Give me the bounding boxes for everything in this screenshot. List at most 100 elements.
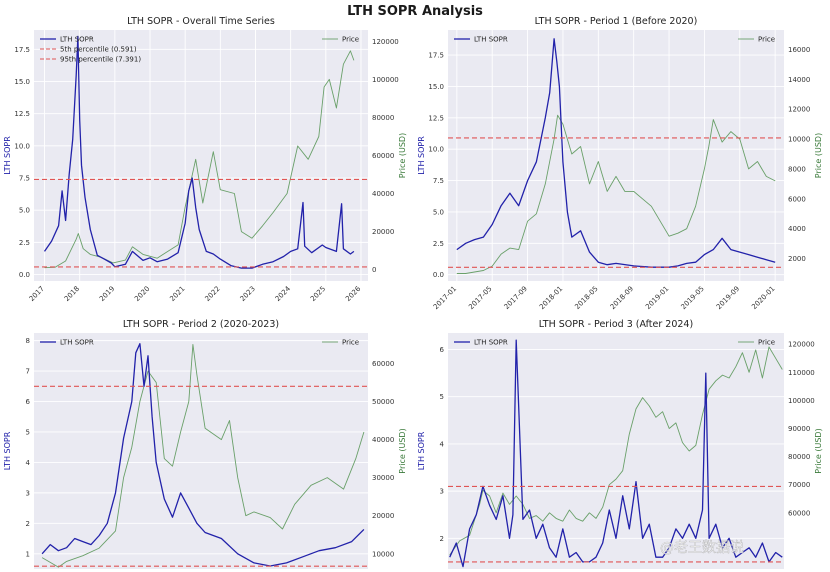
y-right-tick-label: 70000 xyxy=(788,481,810,489)
y-tick-label: 4 xyxy=(440,440,445,448)
chart-period3: LTH SOPR - Period 3 (After 2024) 2 3 4 5 6 600… xyxy=(417,319,823,569)
price-line xyxy=(449,346,783,556)
y-axis-label: LTH SOPR xyxy=(3,431,12,470)
y-tick-label: 2.5 xyxy=(433,240,444,248)
y-tick-label: 6 xyxy=(440,346,445,354)
chart-title: LTH SOPR - Period 2 (2020-2023) xyxy=(123,319,279,330)
series-group xyxy=(448,339,784,568)
y-axis-label: LTH SOPR xyxy=(417,136,426,175)
y-axis-label: LTH SOPR xyxy=(3,136,12,175)
series-group xyxy=(34,35,368,269)
y-right-tick-label: 60000 xyxy=(788,509,810,517)
y-tick-label: 15.0 xyxy=(428,83,444,91)
y-tick-label: 5 xyxy=(440,393,444,401)
chart-overall: LTH SOPR - Overall Time Series 0.0 2.5 5.0 7… xyxy=(3,16,407,303)
y-tick-label: 3 xyxy=(26,489,30,497)
y-tick-label: 1 xyxy=(26,550,30,558)
y-tick-label: 2 xyxy=(26,520,30,528)
legend-label: LTH SOPR xyxy=(474,339,508,347)
legend-label-price: Price xyxy=(758,339,775,347)
y-right-tick-label: 14000 xyxy=(788,76,810,84)
y-tick-label: 7.5 xyxy=(19,175,30,183)
chart-title: LTH SOPR - Period 1 (Before 2020) xyxy=(535,16,698,27)
legend-label: LTH SOPR xyxy=(60,339,94,347)
legend-label: LTH SOPR xyxy=(474,36,508,44)
price-line xyxy=(456,114,776,274)
y-right-tick-label: 120000 xyxy=(372,38,399,46)
y-right-tick-label: 100000 xyxy=(788,397,815,405)
y-tick-label: 5 xyxy=(26,428,30,436)
plot-area xyxy=(34,333,368,569)
y-tick-label: 8 xyxy=(26,337,30,345)
y-tick-label: 3 xyxy=(440,488,444,496)
y-tick-label: 4 xyxy=(26,459,31,467)
sopr-line xyxy=(43,35,355,269)
y-right-axis-label: Price (USD) xyxy=(398,428,407,473)
y-right-axis-label: Price (USD) xyxy=(814,133,823,178)
y-tick-label: 2 xyxy=(440,535,444,543)
y-right-tick-label: 40000 xyxy=(372,190,394,198)
y-tick-label: 12.5 xyxy=(428,114,444,122)
panels: LTH SOPR - Overall Time Series 0.0 2.5 5.0 7… xyxy=(3,16,823,569)
price-line xyxy=(44,50,355,269)
y-right-tick-label: 4000 xyxy=(788,225,806,233)
legend-label: 5th percentile (0.591) xyxy=(60,46,137,54)
y-tick-label: 12.5 xyxy=(14,110,30,118)
y-tick-label: 17.5 xyxy=(428,52,444,60)
y-right-tick-label: 60000 xyxy=(372,152,394,160)
y-tick-label: 7.5 xyxy=(433,177,444,185)
plot-area xyxy=(34,30,368,281)
legend-label-price: Price xyxy=(758,36,775,44)
y-right-tick-label: 20000 xyxy=(372,512,394,520)
y-right-tick-label: 100000 xyxy=(372,76,399,84)
y-tick-label: 7 xyxy=(26,368,30,376)
price-line xyxy=(41,343,365,568)
legend-label-price: Price xyxy=(342,36,359,44)
series-group xyxy=(448,38,784,274)
y-right-tick-label: 0 xyxy=(372,266,376,274)
y-right-tick-label: 8000 xyxy=(788,165,806,173)
y-right-tick-label: 6000 xyxy=(788,195,806,203)
y-tick-label: 10.0 xyxy=(14,142,30,150)
y-axis-label: LTH SOPR xyxy=(417,431,426,470)
y-right-tick-label: 12000 xyxy=(788,106,810,114)
y-tick-label: 5.0 xyxy=(19,207,30,215)
y-right-axis-label: Price (USD) xyxy=(814,428,823,473)
y-tick-label: 0.0 xyxy=(433,271,444,279)
y-tick-label: 2.5 xyxy=(19,239,30,247)
chart-title: LTH SOPR - Overall Time Series xyxy=(127,16,275,27)
y-tick-label: 6 xyxy=(26,398,31,406)
plot-area xyxy=(448,333,784,569)
chart-title: LTH SOPR - Period 3 (After 2024) xyxy=(539,319,693,330)
series-group xyxy=(34,343,368,568)
y-right-tick-label: 120000 xyxy=(788,341,815,349)
y-right-tick-label: 110000 xyxy=(788,369,815,377)
y-right-tick-label: 30000 xyxy=(372,474,394,482)
chart-period1: LTH SOPR - Period 1 (Before 2020) 0.0 2.5 5… xyxy=(417,16,823,311)
chart-period2: LTH SOPR - Period 2 (2020-2023) 1 2 3 4 5 6 7 8 1… xyxy=(3,319,407,569)
y-right-tick-label: 40000 xyxy=(372,436,394,444)
figure-title: LTH SOPR Analysis xyxy=(347,4,483,19)
y-tick-label: 5.0 xyxy=(433,208,444,216)
legend-label: 95th percentile (7.391) xyxy=(60,56,141,64)
y-right-tick-label: 80000 xyxy=(372,114,394,122)
y-right-tick-label: 10000 xyxy=(372,550,394,558)
y-right-tick-label: 10000 xyxy=(788,136,810,144)
watermark-text: @老王数据说 xyxy=(660,540,744,556)
y-right-tick-label: 20000 xyxy=(372,228,394,236)
y-tick-label: 17.5 xyxy=(14,46,30,54)
y-right-tick-label: 80000 xyxy=(788,453,810,461)
plot-area xyxy=(448,30,784,281)
sopr-line xyxy=(449,339,783,568)
y-right-tick-label: 90000 xyxy=(788,425,810,433)
y-tick-label: 15.0 xyxy=(14,78,30,86)
y-right-tick-label: 16000 xyxy=(788,46,810,54)
legend-label: LTH SOPR xyxy=(60,36,94,44)
y-right-axis-label: Price (USD) xyxy=(398,133,407,178)
y-tick-label: 10.0 xyxy=(428,146,444,154)
y-right-tick-label: 50000 xyxy=(372,398,394,406)
legend-label-price: Price xyxy=(342,339,359,347)
y-tick-label: 0.0 xyxy=(19,271,30,279)
sopr-line xyxy=(456,38,776,268)
